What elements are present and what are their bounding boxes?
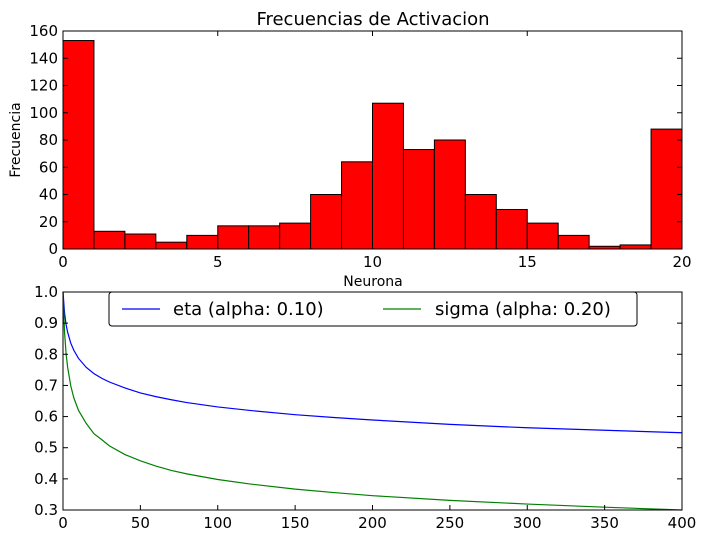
y-tick-label: 0.8 <box>34 345 58 363</box>
x-tick-label: 350 <box>590 514 619 532</box>
y-tick-label: 0.7 <box>34 376 58 394</box>
y-tick-label: 0.9 <box>34 314 58 332</box>
chart-title: Frecuencias de Activacion <box>256 9 489 30</box>
x-tick-label: 20 <box>672 253 691 271</box>
x-tick-label: 15 <box>518 253 537 271</box>
y-tick-label: 140 <box>29 49 58 67</box>
histogram-bar-3 <box>155 241 188 250</box>
histogram-bar-11 <box>402 149 435 250</box>
histogram-bar-13 <box>464 194 497 250</box>
histogram-bar-10 <box>372 102 404 250</box>
y-axis-label: Frecuencia <box>8 102 24 177</box>
histogram-bar-7 <box>279 222 312 250</box>
y-tick-label: 0.6 <box>34 408 58 426</box>
x-tick-label: 10 <box>363 253 382 271</box>
histogram-bar-15 <box>526 222 559 250</box>
y-tick-label: 0.3 <box>34 501 58 519</box>
y-tick-label: 60 <box>39 158 58 176</box>
series-line-1 <box>62 291 683 511</box>
histogram-bar-1 <box>93 230 126 250</box>
histogram-bar-14 <box>495 208 528 250</box>
histogram-bar-9 <box>341 161 373 250</box>
x-tick-label: 250 <box>436 514 465 532</box>
x-tick-label: 100 <box>203 514 232 532</box>
y-tick-label: 120 <box>29 77 58 95</box>
series-line-0 <box>62 291 683 434</box>
x-axis-label: Neurona <box>343 274 402 290</box>
x-tick-label: 50 <box>131 514 150 532</box>
series-lines <box>62 291 683 511</box>
decay-line-chart: 0 50 100 150 200 250 300 350 400 0.3 0.4 0.5 0.6 0.7… <box>34 283 696 532</box>
y-tick-label: 0.5 <box>34 439 58 457</box>
x-tick-label: 300 <box>513 514 542 532</box>
legend-box <box>108 291 638 327</box>
histogram-bar-5 <box>217 225 250 250</box>
y-tick-label: 0 <box>48 240 58 258</box>
histogram-bar-2 <box>124 233 157 250</box>
x-tick-label: 0 <box>58 253 68 271</box>
y-tick-label: 0.4 <box>34 470 58 488</box>
x-ticks: 0 5 10 15 20 <box>58 31 692 271</box>
y-tick-label: 40 <box>39 186 58 204</box>
histogram-bar-4 <box>186 234 219 250</box>
histogram-bars <box>62 40 683 250</box>
x-tick-label: 400 <box>668 514 697 532</box>
y-tick-label: 1.0 <box>34 283 58 301</box>
y-tick-label: 80 <box>39 131 58 149</box>
histogram-chart: Frecuencias de Activacion 0 5 10 15 20 0 20 40… <box>8 9 692 290</box>
histogram-bar-12 <box>433 139 466 250</box>
legend-label-eta: eta (alpha: 0.10) <box>173 299 324 320</box>
histogram-bar-0 <box>62 40 95 250</box>
y-tick-label: 20 <box>39 213 58 231</box>
histogram-bar-18 <box>619 244 652 250</box>
y-ticks: 0 20 40 60 80 100 120 140 160 <box>29 22 682 258</box>
y-tick-label: 100 <box>29 104 58 122</box>
legend-label-sigma: sigma (alpha: 0.20) <box>435 299 611 320</box>
x-tick-label: 0 <box>58 514 68 532</box>
y-ticks: 0.3 0.4 0.5 0.6 0.7 0.8 0.9 1.0 <box>34 283 682 519</box>
x-tick-label: 200 <box>358 514 387 532</box>
histogram-bar-8 <box>310 194 343 250</box>
x-tick-label: 5 <box>213 253 223 271</box>
x-ticks: 0 50 100 150 200 250 300 350 400 <box>58 292 696 532</box>
legend: eta (alpha: 0.10) sigma (alpha: 0.20) <box>108 291 638 327</box>
histogram-bar-19 <box>650 128 683 250</box>
histogram-bar-16 <box>557 234 590 250</box>
y-tick-label: 160 <box>29 22 58 40</box>
histogram-bar-6 <box>248 225 281 250</box>
x-tick-label: 150 <box>281 514 310 532</box>
